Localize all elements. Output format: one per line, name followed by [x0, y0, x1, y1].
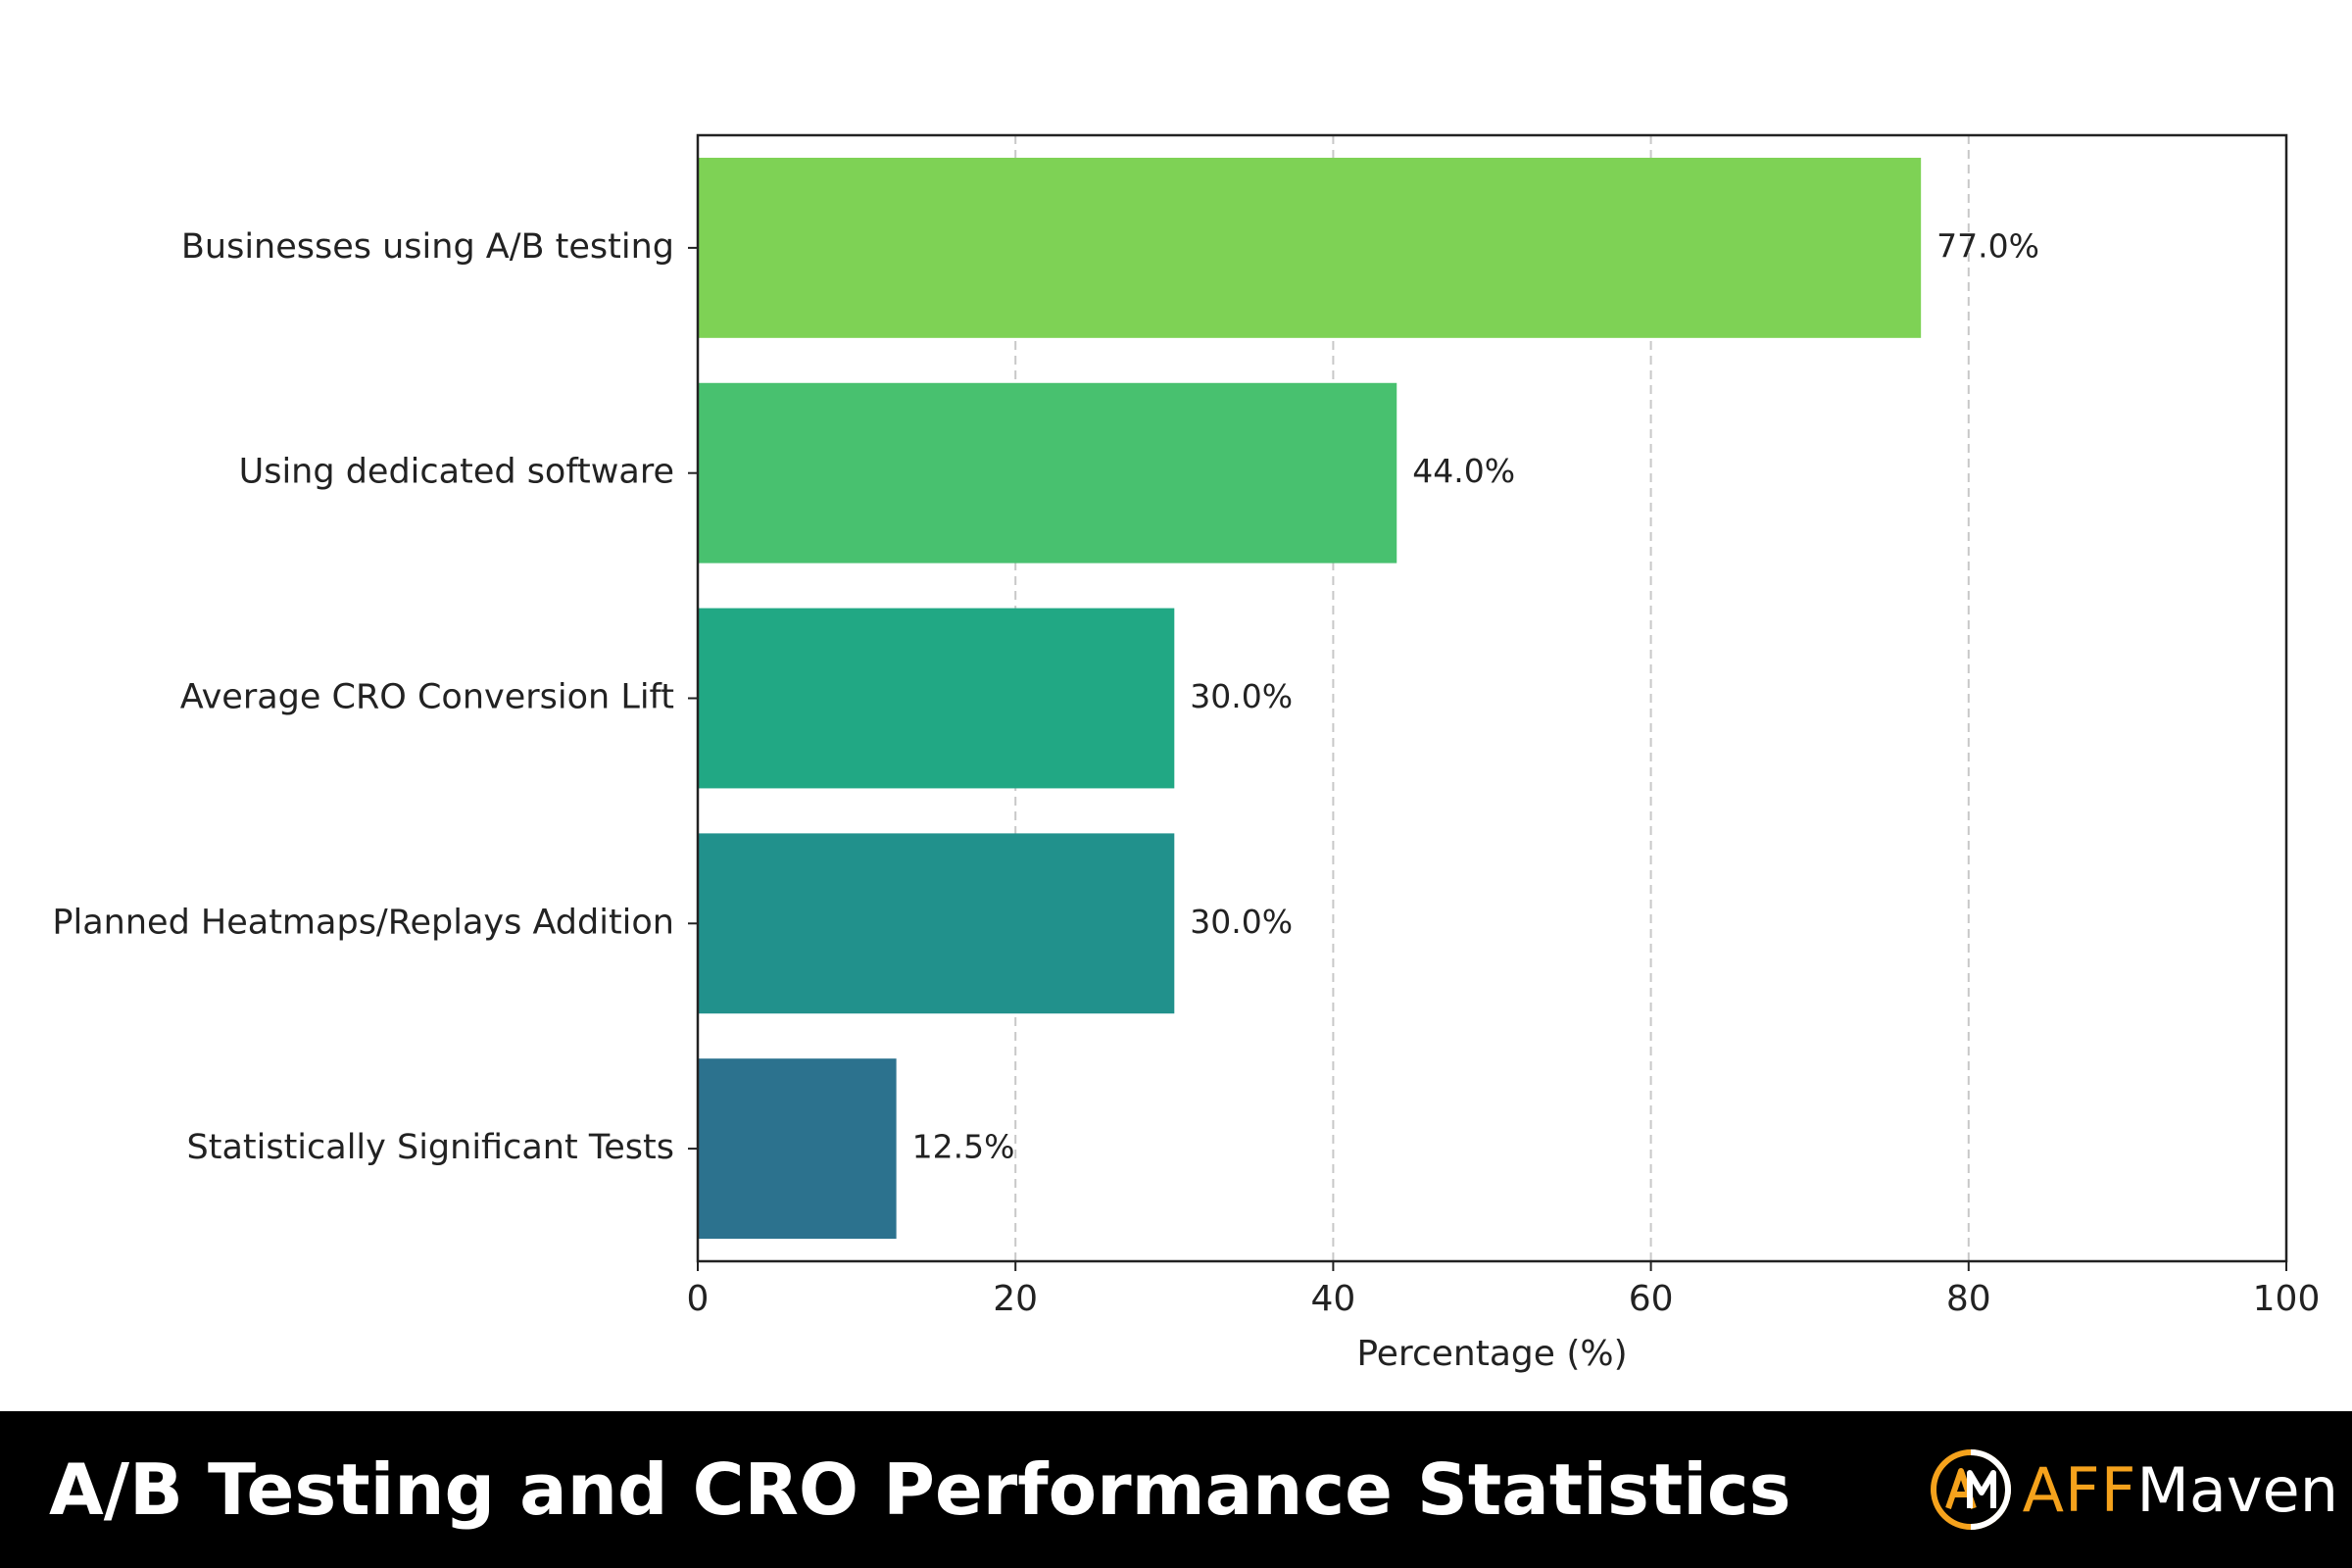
- x-tick-label: 0: [687, 1279, 710, 1319]
- bar-value-label: 44.0%: [1412, 452, 1515, 490]
- chart-area: 77.0% 44.0% 30.0% 30.0% 12.5% Businesses usi…: [52, 133, 2321, 1374]
- x-tick-label: 40: [1310, 1279, 1355, 1319]
- x-tick-label: 20: [993, 1279, 1038, 1319]
- footer-banner: A/B Testing and CRO Performance Statisti…: [0, 1411, 2352, 1568]
- brand-name-maven: Maven: [2136, 1453, 2338, 1526]
- y-axis-ticks: Businesses using A/B testing Using dedica…: [52, 227, 698, 1167]
- x-tick-label: 80: [1946, 1279, 1991, 1319]
- y-tick-label: Using dedicated software: [239, 453, 674, 492]
- y-tick-label: Planned Heatmaps/Replays Addition: [52, 903, 674, 942]
- bar-value-label: 77.0%: [1936, 226, 2039, 265]
- bar-value-labels: 77.0% 44.0% 30.0% 30.0% 12.5%: [912, 226, 2039, 1165]
- footer-title: A/B Testing and CRO Performance Statisti…: [49, 1448, 1791, 1531]
- y-tick-label: Statistically Significant Tests: [187, 1128, 675, 1167]
- bar: [698, 833, 1175, 1014]
- bar-value-label: 30.0%: [1190, 903, 1293, 941]
- bar: [698, 608, 1175, 789]
- bars: [698, 157, 1922, 1240]
- bar: [698, 1058, 897, 1240]
- y-tick-label: Average CRO Conversion Lift: [180, 678, 674, 717]
- bar-value-label: 12.5%: [912, 1128, 1015, 1166]
- x-axis-ticks: 0 20 40 60 80 100: [687, 1261, 2321, 1319]
- x-tick-label: 60: [1629, 1279, 1674, 1319]
- brand-logo: AFF Maven: [1929, 1411, 2338, 1568]
- bar: [698, 157, 1922, 338]
- x-tick-label: 100: [2253, 1279, 2321, 1319]
- brand-name-aff: AFF: [2022, 1453, 2137, 1526]
- bar-chart: 77.0% 44.0% 30.0% 30.0% 12.5% Businesses usi…: [52, 133, 2321, 1374]
- bar-value-label: 30.0%: [1190, 677, 1293, 715]
- y-tick-label: Businesses using A/B testing: [181, 227, 674, 267]
- bar: [698, 382, 1397, 564]
- x-axis-label: Percentage (%): [1356, 1334, 1627, 1374]
- affmaven-logo-icon: [1930, 1449, 2011, 1530]
